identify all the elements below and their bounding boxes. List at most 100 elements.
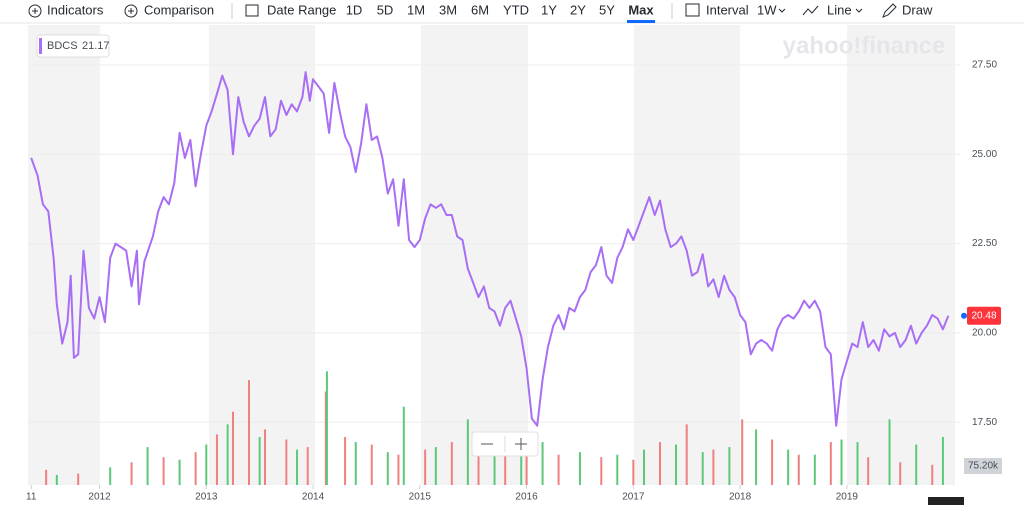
volume-bar xyxy=(402,406,405,485)
volume-bar xyxy=(386,452,389,485)
icon xyxy=(245,4,259,17)
legend-value: 21.17 xyxy=(82,40,110,52)
volume-bar xyxy=(787,449,790,485)
volume-bar xyxy=(840,439,843,485)
volume-bar xyxy=(324,391,327,485)
range-button[interactable]: 1D xyxy=(346,2,363,17)
icon xyxy=(685,3,700,17)
volume-tick-label: 75.20k xyxy=(968,461,999,472)
watermark: yahoo!finance xyxy=(783,32,946,59)
x-tick-label: 2017 xyxy=(622,492,645,503)
volume-bar xyxy=(578,452,581,485)
volume-bar xyxy=(354,442,357,485)
indicators-button[interactable]: Indicators xyxy=(47,2,104,17)
volume-bar xyxy=(701,452,704,485)
y-tick-label: 22.50 xyxy=(972,238,997,249)
volume-bar xyxy=(264,429,267,485)
volume-bar xyxy=(557,454,560,485)
range-button[interactable]: YTD xyxy=(503,2,529,17)
volume-bar xyxy=(797,454,800,485)
range-button[interactable]: 2Y xyxy=(570,2,586,17)
icon xyxy=(882,3,897,18)
volume-bar xyxy=(712,449,715,485)
range-button[interactable]: Max xyxy=(628,2,654,17)
volume-bar xyxy=(685,424,688,485)
line-button[interactable]: Line xyxy=(827,2,852,17)
volume-bar xyxy=(915,444,918,485)
volume-bar xyxy=(344,436,347,485)
x-tick-label: 2019 xyxy=(836,492,859,503)
volume-bar xyxy=(504,439,507,485)
range-button[interactable]: 3M xyxy=(439,2,457,17)
volume-bar xyxy=(741,419,744,485)
volume-bar xyxy=(600,457,603,485)
x-tick-label: 2015 xyxy=(409,492,432,503)
draw-button[interactable]: Draw xyxy=(902,2,933,17)
range-button[interactable]: 1Y xyxy=(541,2,557,17)
volume-bar xyxy=(45,469,48,485)
price-badge xyxy=(967,306,1001,325)
volume-bar xyxy=(675,444,678,485)
volume-bar xyxy=(771,439,774,485)
volume-bar xyxy=(434,447,437,485)
volume-bar xyxy=(247,380,250,485)
volume-bar xyxy=(424,449,427,485)
toolbar: Indicators Comparison Date Range 1D 5D 1M 3… xyxy=(28,2,933,23)
volume-bar xyxy=(226,424,229,485)
range-button[interactable]: 1M xyxy=(407,2,425,17)
range-button[interactable]: 5D xyxy=(377,2,394,17)
volume-bar xyxy=(813,454,816,485)
icon xyxy=(128,8,134,14)
year-shading xyxy=(28,25,955,485)
volume-bar xyxy=(194,452,197,485)
volume-bar xyxy=(146,447,149,485)
volume-bar xyxy=(55,474,58,485)
icon xyxy=(28,4,42,18)
icon xyxy=(802,5,819,16)
x-tick-label: 2012 xyxy=(88,492,111,503)
volume-bar xyxy=(867,457,870,485)
legend-name: BDCS xyxy=(47,40,78,52)
volume-bar xyxy=(659,442,662,485)
volume-bar xyxy=(215,434,218,485)
x-tick-label: 11 xyxy=(26,492,37,503)
volume-bar xyxy=(541,442,544,485)
volume-bar xyxy=(109,467,112,485)
current-dot xyxy=(961,312,967,319)
interval-button[interactable]: Interval xyxy=(706,2,749,17)
legend-box xyxy=(36,34,110,58)
volume-bar xyxy=(306,447,309,485)
volume-bar xyxy=(370,444,373,485)
volume-bar xyxy=(941,436,944,485)
x-tick-label: 2018 xyxy=(729,492,752,503)
volume-bar xyxy=(899,462,902,485)
volume-bar xyxy=(258,436,261,485)
x-tick-label: 2016 xyxy=(515,492,538,503)
active-underline xyxy=(627,20,655,23)
y-tick-label: 25.00 xyxy=(972,149,997,160)
volume-bar xyxy=(931,464,934,485)
range-button[interactable]: 5Y xyxy=(599,2,615,17)
y-tick-label: 20.00 xyxy=(972,327,997,338)
icon xyxy=(778,8,786,13)
volume-bar xyxy=(231,411,234,485)
zoom-in[interactable] xyxy=(515,438,527,450)
volume-bar xyxy=(205,444,208,485)
volume-bar xyxy=(632,459,635,485)
volume-bar xyxy=(856,442,859,485)
volume-bar xyxy=(397,454,400,485)
volume-bar xyxy=(520,447,523,485)
icon xyxy=(124,4,138,18)
comparison-button[interactable]: Comparison xyxy=(144,2,214,17)
volume-bar xyxy=(466,419,469,485)
volume-bar xyxy=(642,449,645,485)
volume-bar xyxy=(325,371,328,485)
interval-value[interactable]: 1W xyxy=(757,2,777,17)
volume-bar xyxy=(296,449,299,485)
volume-bar xyxy=(130,462,133,485)
y-tick-label: 27.50 xyxy=(972,60,997,71)
date-range-button[interactable]: Date Range xyxy=(267,2,336,17)
range-button[interactable]: 6M xyxy=(471,2,489,17)
price-line xyxy=(30,71,950,427)
x-tick-label: 2014 xyxy=(302,492,325,503)
